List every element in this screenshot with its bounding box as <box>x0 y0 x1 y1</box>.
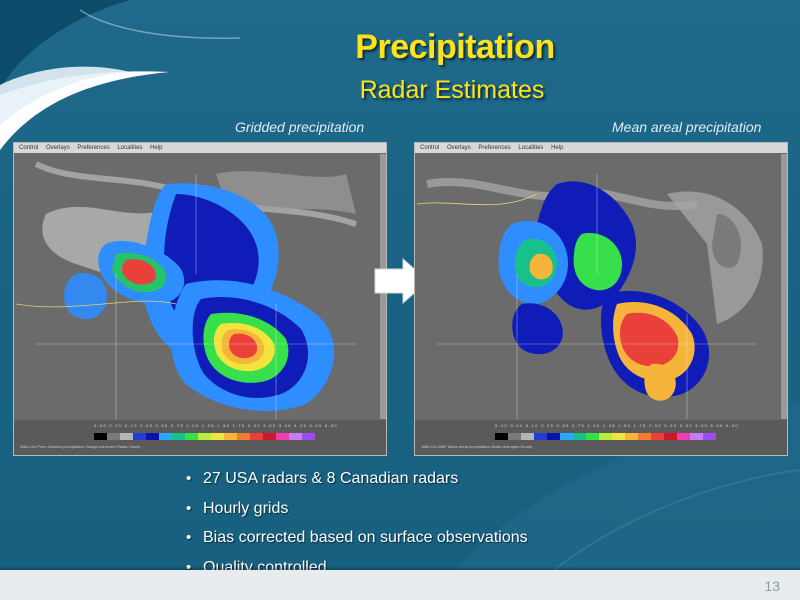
menu-control[interactable]: Control <box>420 145 440 151</box>
legend-swatch <box>664 433 677 440</box>
legend-swatch <box>521 433 534 440</box>
legend-swatch <box>302 433 315 440</box>
corner-swoosh-logo <box>0 0 241 150</box>
legend-swatch <box>198 433 211 440</box>
legend-swatch <box>224 433 237 440</box>
legend-swatch <box>289 433 302 440</box>
legend-swatch <box>690 433 703 440</box>
menu-help[interactable]: Help <box>150 145 163 151</box>
legend-swatch <box>495 433 508 440</box>
gridded-radar-map <box>16 154 379 419</box>
menu-preferences[interactable]: Preferences <box>77 145 110 151</box>
footer-bar <box>0 570 800 600</box>
legend-info-text: Valid 12z MAP Mean areal precipitation B… <box>421 444 533 449</box>
menu-overlays[interactable]: Overlays <box>46 145 70 151</box>
legend-swatch <box>612 433 625 440</box>
menu-control[interactable]: Control <box>19 145 39 151</box>
legend-swatches-right <box>495 433 716 440</box>
map-menubar: Control Overlays Preferences Localities … <box>415 143 787 153</box>
menu-help[interactable]: Help <box>551 145 564 151</box>
legend-swatch <box>560 433 573 440</box>
legend-swatch <box>534 433 547 440</box>
legend-swatch <box>625 433 638 440</box>
legend-swatch <box>547 433 560 440</box>
legend-swatch <box>211 433 224 440</box>
slide-subtitle: Radar Estimates <box>359 76 545 104</box>
legend-tick-labels: 0.00 0.01 0.10 0.25 0.50 0.75 1.00 1.25 … <box>94 423 338 428</box>
legend-swatch <box>677 433 690 440</box>
legend-tick-labels: 0.00 0.01 0.10 0.25 0.50 0.75 1.00 1.25 … <box>495 423 739 428</box>
menu-preferences[interactable]: Preferences <box>478 145 511 151</box>
legend-swatch <box>508 433 521 440</box>
legend-swatch <box>250 433 263 440</box>
legend-swatch <box>638 433 651 440</box>
caption-gridded: Gridded precipitation <box>235 119 365 135</box>
legend-swatches-left <box>94 433 315 440</box>
menu-overlays[interactable]: Overlays <box>447 145 471 151</box>
legend-swatch <box>599 433 612 440</box>
map-scrollbar[interactable] <box>781 154 787 419</box>
legend-swatch <box>263 433 276 440</box>
legend-swatch <box>651 433 664 440</box>
caption-mean-areal: Mean areal precipitation <box>612 119 762 135</box>
slide-title: Precipitation <box>355 28 555 66</box>
precip-legend: 0.00 0.01 0.10 0.25 0.50 0.75 1.00 1.25 … <box>415 420 787 455</box>
legend-swatch <box>185 433 198 440</box>
legend-swatch <box>573 433 586 440</box>
bullet-item: Hourly grids <box>186 494 528 524</box>
gridded-precipitation-panel: Control Overlays Preferences Localities … <box>13 142 387 456</box>
menu-localities[interactable]: Localities <box>117 145 143 151</box>
legend-swatch <box>703 433 716 440</box>
legend-swatch <box>146 433 159 440</box>
legend-swatch <box>276 433 289 440</box>
bullet-item: Bias corrected based on surface observat… <box>186 523 528 553</box>
bullet-item: 27 USA radars & 8 Canadian radars <box>186 464 528 494</box>
legend-info-text: Valid 12z Pmm Gridded precipitation Gaug… <box>20 444 141 449</box>
precip-legend: 0.00 0.01 0.10 0.25 0.50 0.75 1.00 1.25 … <box>14 420 386 455</box>
mean-areal-map <box>417 154 780 419</box>
footer-shadow <box>0 566 800 571</box>
legend-swatch <box>237 433 250 440</box>
bullet-list: 27 USA radars & 8 Canadian radars Hourly… <box>186 464 528 582</box>
menu-localities[interactable]: Localities <box>518 145 544 151</box>
map-menubar: Control Overlays Preferences Localities … <box>14 143 386 153</box>
legend-swatch <box>586 433 599 440</box>
legend-swatch <box>159 433 172 440</box>
mean-areal-precipitation-panel: Control Overlays Preferences Localities … <box>414 142 788 456</box>
page-number: 13 <box>764 578 780 594</box>
legend-swatch <box>94 433 107 440</box>
legend-swatch <box>120 433 133 440</box>
legend-swatch <box>107 433 120 440</box>
legend-swatch <box>172 433 185 440</box>
legend-swatch <box>133 433 146 440</box>
